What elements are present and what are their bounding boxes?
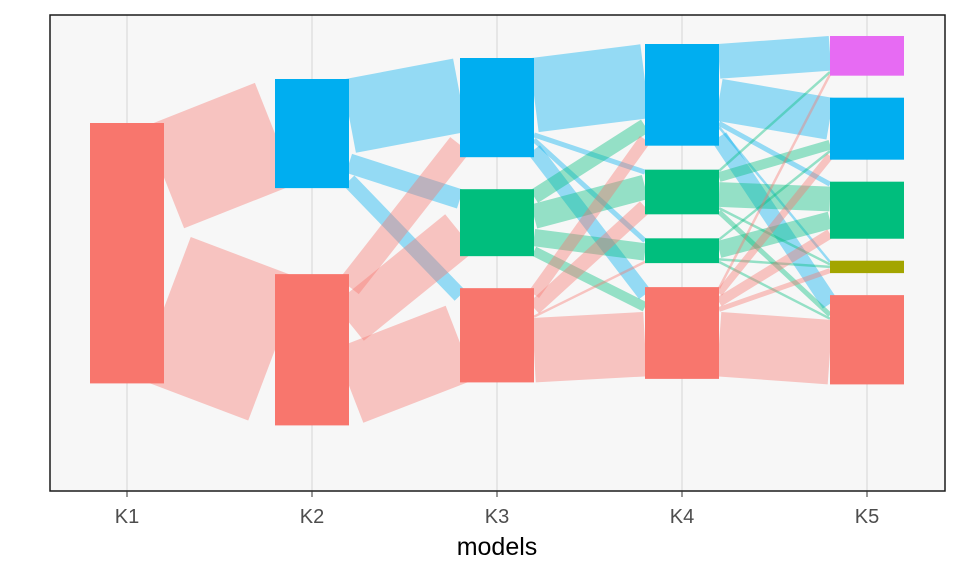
node-k2-1 (275, 79, 349, 189)
flow-k2-2-to-k3-1 (339, 137, 470, 295)
flow-k1-1-to-k2-1 (143, 82, 296, 229)
node-k3-1 (460, 58, 534, 158)
x-axis-title: models (457, 533, 538, 561)
node-k5-3 (830, 181, 904, 239)
flow-k4-3-to-k5-4 (718, 258, 831, 269)
flow-k4-2-to-k5-2 (717, 140, 832, 182)
x-tick-label: K1 (115, 506, 139, 528)
flow-k4-4-to-k5-4 (718, 268, 831, 312)
flow-k4-4-to-k5-5 (716, 312, 833, 385)
flow-k4-1-to-k5-2 (715, 79, 834, 140)
flow-k3-1-to-k4-2 (533, 132, 646, 175)
node-k5-1 (830, 36, 904, 76)
x-tick-label: K5 (855, 506, 879, 528)
flow-k4-2-to-k5-4 (718, 207, 831, 266)
flow-k3-3-to-k4-4 (532, 311, 647, 383)
flow-k2-2-to-k3-2 (334, 214, 475, 341)
x-tick-label: K4 (670, 506, 694, 528)
flow-k2-1-to-k3-3 (343, 175, 466, 301)
flow-k4-3-to-k5-5 (718, 260, 831, 320)
node-k5-2 (830, 97, 904, 160)
node-k4-1 (645, 44, 719, 146)
node-k4-2 (645, 169, 719, 215)
flow-k4-4-to-k5-3 (716, 229, 833, 307)
flow-k4-4-to-k5-2 (716, 153, 833, 296)
flow-k4-2-to-k5-1 (718, 71, 831, 172)
flow-k4-2-to-k5-5 (717, 210, 832, 317)
flow-k3-2-to-k4-1 (529, 119, 650, 203)
flow-k3-2-to-k4-3 (532, 228, 647, 261)
flow-k4-2-to-k5-3 (718, 182, 831, 212)
flow-k4-4-to-k5-1 (717, 73, 832, 289)
flow-k2-1-to-k3-1 (342, 58, 467, 153)
flow-k3-3-to-k4-1 (528, 135, 651, 298)
flow-k4-3-to-k5-3 (716, 211, 833, 258)
flow-k4-3-to-k5-2 (718, 150, 831, 241)
flow-k2-2-to-k3-3 (334, 305, 475, 423)
flow-k3-1-to-k4-3 (532, 138, 647, 243)
x-axis-ticks: K1 K2 K3 K4 K5 (115, 491, 879, 528)
flow-k4-1-to-k5-1 (717, 36, 832, 79)
node-k2-2 (275, 274, 349, 426)
flow-k3-1-to-k4-1 (529, 44, 650, 133)
x-tick-label: K3 (485, 506, 509, 528)
node-k1-1 (90, 123, 164, 384)
node-k5-4 (830, 260, 904, 274)
flow-k3-3-to-k4-2 (528, 201, 651, 314)
flow-k3-2-to-k4-4 (531, 246, 648, 312)
x-tick-label: K2 (300, 506, 324, 528)
flows (137, 36, 838, 423)
flow-k3-3-to-k4-3 (533, 260, 646, 318)
node-k4-3 (645, 238, 719, 264)
flow-k4-1-to-k5-5 (711, 132, 838, 309)
node-k3-3 (460, 288, 534, 383)
flow-k4-1-to-k5-4 (718, 126, 831, 263)
flow-k1-1-to-k2-2 (137, 237, 302, 421)
node-k3-2 (460, 189, 534, 257)
node-k4-4 (645, 287, 719, 379)
flow-k3-2-to-k4-2 (530, 175, 649, 229)
flow-k2-1-to-k3-2 (345, 153, 464, 209)
flow-k4-1-to-k5-3 (717, 121, 832, 187)
flow-k3-1-to-k4-4 (528, 145, 651, 300)
node-k5-5 (830, 295, 904, 385)
nodes (90, 36, 904, 426)
